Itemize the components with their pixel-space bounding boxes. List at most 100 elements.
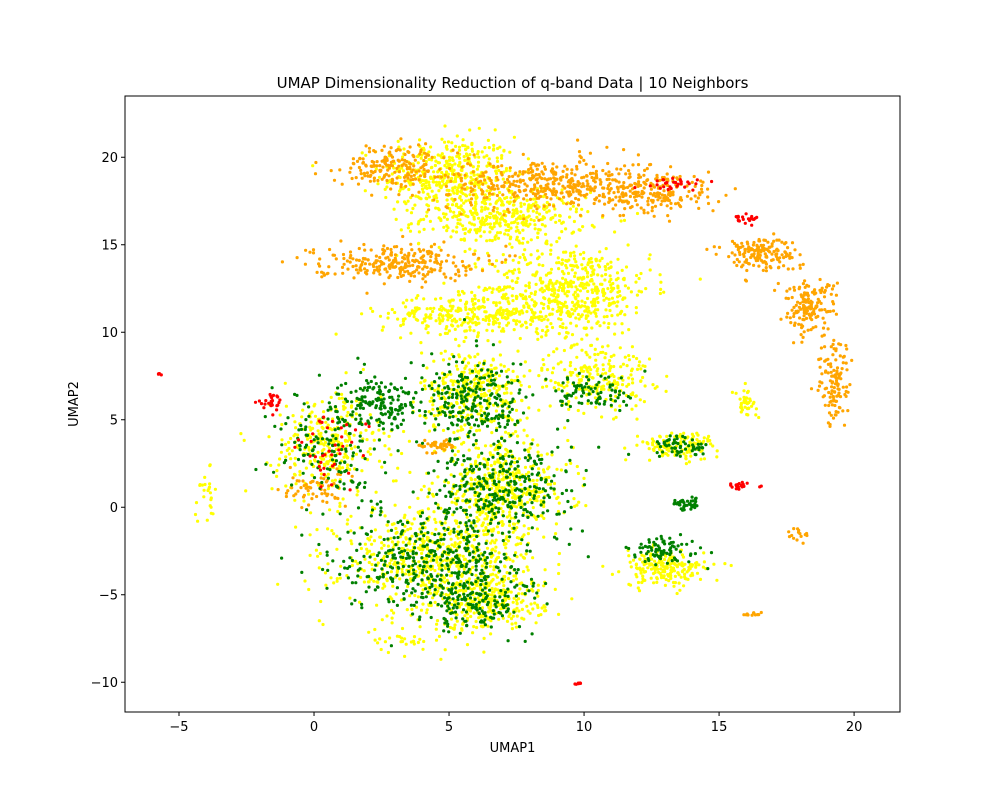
scatter-point bbox=[375, 603, 379, 607]
scatter-point bbox=[730, 390, 735, 394]
scatter-point bbox=[475, 625, 479, 630]
scatter-point bbox=[515, 194, 519, 198]
scatter-point bbox=[604, 247, 608, 251]
scatter-point bbox=[365, 171, 369, 175]
scatter-point bbox=[479, 234, 483, 238]
scatter-point bbox=[658, 571, 662, 576]
scatter-point bbox=[315, 528, 319, 532]
scatter-point bbox=[490, 539, 494, 543]
scatter-point bbox=[481, 317, 485, 322]
scatter-point bbox=[335, 577, 339, 581]
scatter-point bbox=[583, 304, 587, 308]
scatter-point bbox=[515, 598, 519, 603]
scatter-point bbox=[578, 160, 582, 164]
scatter-point bbox=[516, 174, 520, 178]
scatter-point bbox=[463, 193, 467, 197]
scatter-point bbox=[470, 147, 474, 151]
scatter-point bbox=[607, 177, 611, 181]
scatter-point bbox=[597, 199, 601, 203]
scatter-point bbox=[426, 169, 430, 174]
scatter-point bbox=[482, 196, 486, 200]
scatter-point bbox=[427, 488, 431, 492]
scatter-point bbox=[445, 161, 449, 165]
scatter-point bbox=[365, 438, 369, 442]
scatter-point bbox=[649, 576, 653, 580]
scatter-point bbox=[620, 383, 625, 387]
scatter-point bbox=[477, 285, 481, 289]
scatter-point bbox=[565, 280, 569, 285]
scatter-point bbox=[485, 189, 489, 193]
scatter-point bbox=[326, 562, 330, 566]
scatter-point bbox=[550, 189, 554, 193]
scatter-point bbox=[415, 306, 419, 310]
scatter-point bbox=[505, 619, 510, 624]
scatter-point bbox=[653, 559, 657, 563]
scatter-point bbox=[604, 268, 608, 272]
scatter-point bbox=[567, 184, 571, 188]
scatter-point bbox=[465, 643, 470, 647]
scatter-point bbox=[480, 150, 484, 154]
scatter-point bbox=[650, 437, 655, 441]
scatter-point bbox=[467, 448, 471, 452]
scatter-point bbox=[354, 452, 358, 456]
scatter-point bbox=[481, 216, 485, 220]
scatter-point bbox=[545, 368, 550, 372]
scatter-point bbox=[561, 276, 565, 280]
scatter-point bbox=[298, 470, 302, 474]
scatter-point bbox=[586, 210, 590, 214]
scatter-point bbox=[460, 165, 464, 169]
scatter-point bbox=[496, 178, 500, 182]
scatter-point bbox=[332, 178, 337, 182]
scatter-point bbox=[489, 632, 493, 636]
scatter-point bbox=[412, 173, 416, 177]
scatter-point bbox=[366, 174, 370, 178]
scatter-point bbox=[604, 352, 608, 356]
scatter-point bbox=[512, 203, 516, 207]
scatter-point bbox=[371, 309, 375, 313]
scatter-point bbox=[372, 149, 376, 153]
scatter-point bbox=[539, 189, 543, 193]
scatter-point bbox=[322, 410, 326, 414]
scatter-point bbox=[421, 647, 425, 651]
scatter-point bbox=[525, 416, 529, 420]
scatter-point bbox=[645, 167, 649, 171]
scatter-point bbox=[486, 297, 490, 302]
scatter-point bbox=[757, 415, 761, 420]
scatter-point bbox=[573, 504, 577, 508]
scatter-point bbox=[476, 352, 480, 356]
scatter-point bbox=[563, 426, 567, 430]
scatter-point bbox=[439, 218, 443, 223]
scatter-point bbox=[496, 236, 501, 240]
scatter-point bbox=[552, 204, 556, 208]
scatter-point bbox=[308, 435, 312, 439]
scatter-point bbox=[439, 175, 444, 179]
scatter-point bbox=[317, 566, 321, 570]
scatter-point bbox=[634, 394, 638, 398]
scatter-point bbox=[640, 191, 644, 196]
scatter-point bbox=[466, 162, 470, 166]
scatter-point bbox=[510, 622, 514, 626]
scatter-point bbox=[673, 581, 678, 585]
scatter-point bbox=[629, 373, 633, 377]
scatter-point bbox=[745, 401, 750, 406]
scatter-point bbox=[570, 171, 574, 175]
scatter-point bbox=[655, 576, 659, 580]
scatter-point bbox=[526, 240, 530, 244]
scatter-point bbox=[456, 221, 460, 226]
scatter-point bbox=[651, 441, 655, 445]
scatter-point bbox=[535, 527, 540, 531]
scatter-point bbox=[492, 143, 496, 147]
scatter-point bbox=[463, 173, 467, 177]
scatter-point bbox=[410, 193, 414, 197]
scatter-point bbox=[541, 468, 546, 472]
scatter-point bbox=[626, 243, 630, 247]
scatter-point bbox=[364, 164, 368, 168]
scatter-point bbox=[510, 294, 514, 298]
scatter-point bbox=[489, 212, 493, 216]
scatter-point bbox=[526, 568, 530, 572]
scatter-point bbox=[409, 196, 413, 200]
scatter-point bbox=[569, 177, 573, 181]
scatter-point bbox=[294, 482, 298, 486]
scatter-point bbox=[538, 276, 543, 280]
scatter-point bbox=[463, 302, 468, 306]
